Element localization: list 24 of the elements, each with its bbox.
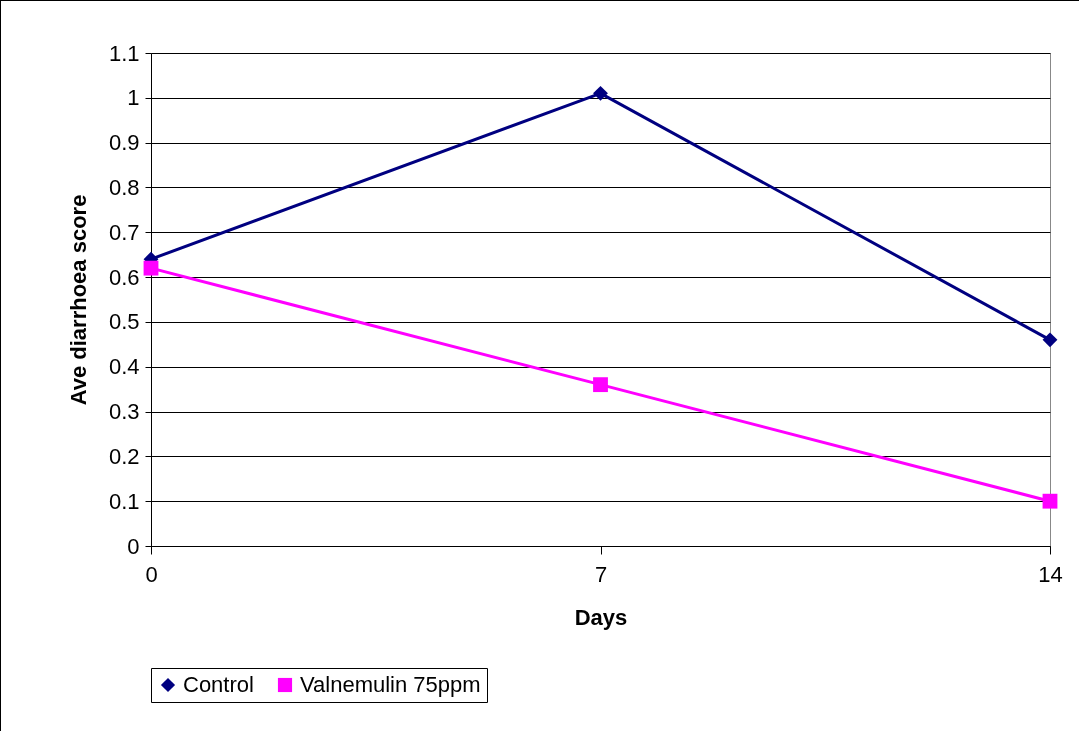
y-tick-label: 0.4 <box>108 354 140 380</box>
y-tick-label: 0 <box>127 533 140 559</box>
y-tick-label: 1 <box>127 85 140 111</box>
legend-label: Valnemulin 75ppm <box>300 672 481 697</box>
y-tick-label: 0.2 <box>108 443 140 469</box>
x-tick-label: 7 <box>594 561 608 587</box>
y-tick-label: 0.9 <box>108 130 140 156</box>
point <box>593 85 608 101</box>
y-tick-label: 0.5 <box>108 309 140 335</box>
legend-label: Control <box>183 672 254 697</box>
point <box>593 377 608 393</box>
x-tick-label: 0 <box>145 561 158 587</box>
point <box>143 260 159 276</box>
x-axis-title: Days <box>574 604 628 630</box>
x-tick-label: 14 <box>1038 561 1063 587</box>
y-tick-label: 0.7 <box>108 219 140 245</box>
y-tick-label: 0.6 <box>108 264 140 290</box>
y-tick-label: 0.8 <box>108 174 140 200</box>
y-tick-label: 0.3 <box>108 399 140 425</box>
point <box>1042 332 1058 348</box>
y-axis-title: Ave diarrhoea score <box>65 194 91 406</box>
point <box>1042 493 1058 509</box>
y-tick-label: 0.1 <box>108 488 140 514</box>
y-tick-label: 1.1 <box>108 40 140 66</box>
